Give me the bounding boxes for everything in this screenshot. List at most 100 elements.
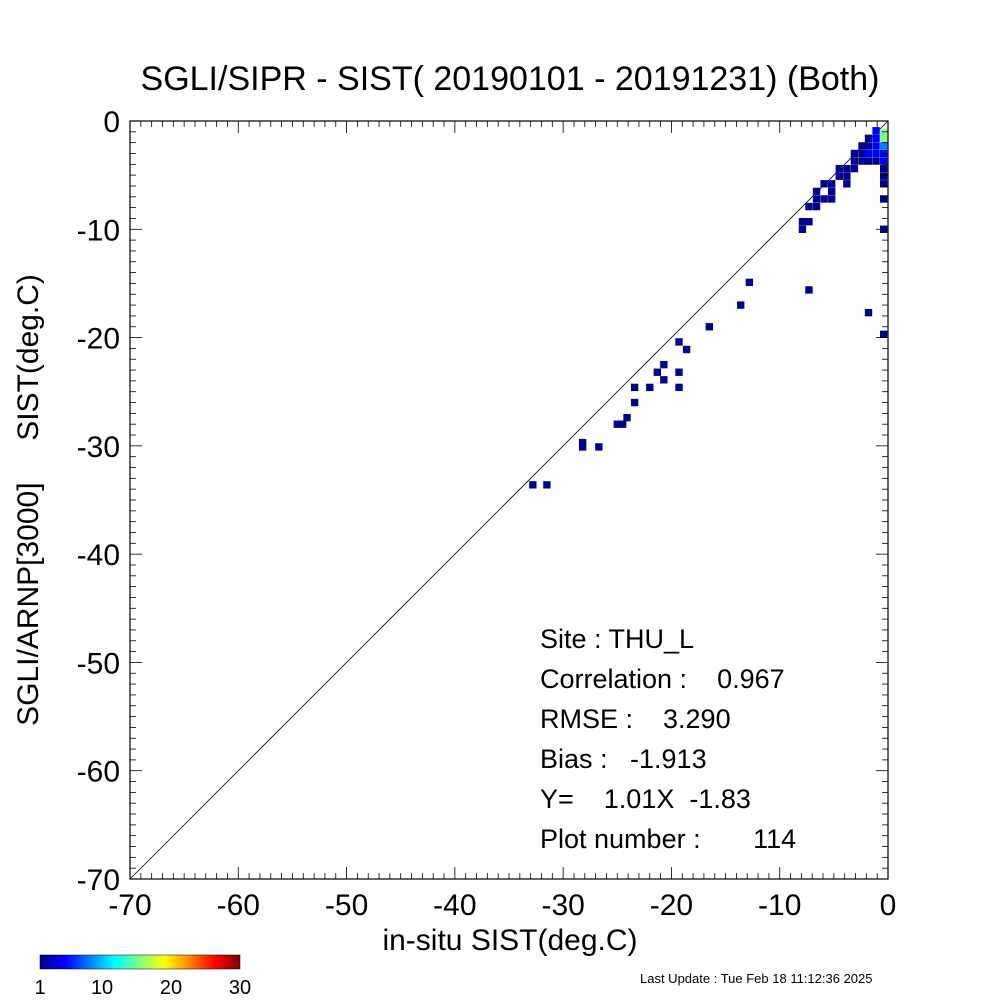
- density-cell: [872, 149, 880, 158]
- y-tick-label: -70: [77, 864, 120, 897]
- density-cell: [879, 164, 888, 173]
- density-cell: [529, 481, 537, 489]
- density-cell: [798, 225, 807, 233]
- density-cell: [872, 127, 880, 135]
- x-tick-label: -20: [650, 889, 693, 922]
- density-cell: [805, 218, 813, 226]
- density-cell: [872, 134, 880, 143]
- density-cell: [630, 398, 639, 407]
- x-tick-label: -10: [758, 889, 801, 922]
- density-cell: [864, 134, 873, 143]
- density-cell: [835, 164, 843, 173]
- density-cell: [835, 172, 843, 180]
- density-cell: [798, 218, 807, 226]
- density-cell: [858, 142, 866, 150]
- density-cells: [529, 127, 888, 489]
- density-cell: [879, 157, 888, 165]
- density-cell: [578, 438, 587, 447]
- density-cell: [879, 195, 888, 203]
- density-cell: [619, 420, 627, 428]
- colorbar-tick-label: 30: [229, 977, 251, 999]
- colorbar-tick-label: 10: [91, 977, 113, 999]
- density-cell: [613, 420, 621, 428]
- stat-correlation: Correlation : 0.967: [540, 664, 785, 694]
- density-cell: [879, 180, 888, 188]
- density-cell: [864, 308, 873, 317]
- density-cell: [843, 180, 851, 188]
- one-to-one-line: [129, 120, 889, 880]
- y-tick-label: -30: [77, 431, 120, 464]
- colorbar-ticks: 1 10 20 30: [34, 977, 251, 999]
- density-cell: [595, 443, 603, 451]
- density-cell: [820, 180, 828, 188]
- colorbar-tick-label: 20: [160, 977, 182, 999]
- last-update-text: Last Update : Tue Feb 18 11:12:36 2025: [640, 971, 873, 986]
- density-cell: [879, 134, 888, 143]
- density-cell: [843, 164, 851, 173]
- colorbar: [39, 954, 241, 970]
- density-cell: [812, 202, 821, 211]
- density-cell: [745, 278, 754, 287]
- density-cell: [737, 301, 745, 309]
- density-cell: [879, 172, 888, 180]
- density-cell: [646, 383, 654, 392]
- density-cell: [850, 157, 859, 165]
- density-cell: [630, 383, 639, 392]
- density-cell: [864, 157, 873, 165]
- stat-plot-number: Plot number : 114: [540, 824, 796, 854]
- density-cell: [850, 164, 859, 173]
- y-tick-label: -50: [77, 647, 120, 680]
- density-cell: [820, 195, 828, 203]
- x-tick-label: 0: [880, 889, 897, 922]
- density-cell: [828, 195, 836, 203]
- density-cell: [843, 172, 851, 180]
- density-cell: [660, 376, 668, 384]
- x-tick-label: -60: [217, 889, 260, 922]
- density-cell: [828, 180, 836, 188]
- chart-title: SGLI/SIPR - SIST( 20190101 - 20191231) (…: [141, 60, 880, 98]
- density-cell: [578, 443, 587, 451]
- stat-site: Site : THU_L: [540, 624, 694, 654]
- density-cell: [879, 330, 888, 339]
- x-tick-label: -50: [325, 889, 368, 922]
- density-cell: [675, 338, 683, 346]
- density-cell: [850, 149, 859, 158]
- density-cell: [653, 368, 662, 376]
- stat-rmse: RMSE : 3.290: [540, 704, 731, 734]
- density-cell: [812, 187, 821, 196]
- x-axis-label: in-situ SIST(deg.C): [382, 924, 637, 957]
- stat-bias: Bias : -1.913: [540, 744, 707, 774]
- density-cell: [705, 323, 714, 331]
- density-cell: [543, 481, 551, 489]
- x-tick-label: -40: [433, 889, 476, 922]
- density-cell: [812, 195, 821, 203]
- density-cell: [879, 129, 888, 137]
- y-tick-label: -20: [77, 323, 120, 356]
- density-cell: [858, 149, 866, 158]
- stat-equation: Y= 1.01X -1.83: [540, 784, 751, 814]
- density-cell: [864, 149, 873, 158]
- density-cell: [682, 345, 691, 354]
- density-cell: [675, 383, 683, 392]
- density-cell: [872, 142, 880, 150]
- y-tick-label: -10: [77, 214, 120, 247]
- y-tick-label: -60: [77, 756, 120, 789]
- x-tick-label: -30: [541, 889, 584, 922]
- density-cell: [879, 142, 888, 150]
- density-cell: [623, 414, 631, 422]
- y-tick-label: 0: [103, 106, 120, 139]
- axes: -70 -60 -50 -40 -30 -20 -10 0 -70 -60 -50 -40 -30 -20…: [77, 106, 897, 922]
- statistics-block: Site : THU_L Correlation : 0.967 RMSE : …: [540, 624, 796, 854]
- density-cell: [805, 202, 813, 211]
- y-axis-label: SGLI/ARNP[3000] SIST(deg.C): [12, 274, 45, 726]
- density-cell: [660, 360, 668, 369]
- y-tick-label: -40: [77, 539, 120, 572]
- density-cell: [864, 142, 873, 150]
- x-tick-label: -70: [108, 889, 151, 922]
- density-cell: [805, 286, 813, 294]
- plot-area: [129, 120, 889, 880]
- density-cell: [872, 157, 880, 165]
- colorbar-tick-label: 1: [34, 977, 45, 999]
- density-cell: [675, 368, 683, 376]
